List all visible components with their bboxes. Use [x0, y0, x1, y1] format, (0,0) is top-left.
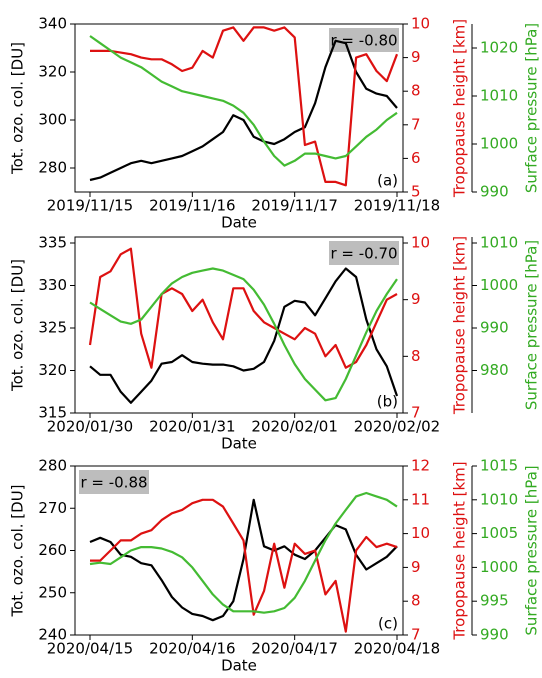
data-line	[89, 267, 399, 404]
annotation: r = -0.88	[80, 474, 147, 492]
panel-label: (c)	[378, 615, 398, 633]
y-tick-label: 260	[38, 541, 67, 559]
x-tick-label: 2020/04/16	[149, 640, 235, 658]
x-tick-label: 2020/04/18	[354, 640, 440, 658]
data-line	[89, 35, 398, 167]
annotation-box	[329, 28, 399, 52]
x-tick-label: 2020/02/01	[251, 418, 337, 436]
y-tick-label: 315	[38, 404, 67, 422]
x-tick-label: 2019/11/15	[47, 197, 133, 215]
data-line	[90, 498, 398, 633]
annotation: r = -0.70	[330, 245, 397, 263]
y2-tick-label: 12	[411, 457, 430, 475]
panel-label: (b)	[377, 393, 398, 411]
data-line	[89, 39, 398, 182]
y2-tick-label: 10	[411, 15, 430, 33]
y-tick-label: 325	[38, 319, 67, 337]
y-tick-label: 270	[38, 499, 67, 517]
panel: r = -0.88 (c) 2020/04/15 2020/04/16 2020/04/…	[9, 457, 541, 675]
y2-tick-label: 8	[411, 592, 421, 610]
y2-tick-label: 11	[411, 490, 430, 508]
y2-tick-label: 8	[411, 82, 421, 100]
x-tick-label: 2020/04/17	[251, 640, 337, 658]
y3-tick-label: 1005	[480, 524, 518, 542]
y2-tick-label: 9	[411, 48, 421, 66]
y3-axis-label: Surface pressure [hPa]	[523, 23, 541, 193]
y-tick-label: 320	[38, 63, 67, 81]
y2-tick-label: 7	[411, 626, 421, 644]
plot-frame	[74, 23, 404, 193]
y-axis-label: Tot. ozo. col. [DU]	[9, 42, 27, 175]
y2-tick-label: 7	[411, 115, 421, 133]
y2-tick-label: 7	[411, 404, 421, 422]
y-axis-label: Tot. ozo. col. [DU]	[9, 484, 27, 617]
x-axis-label: Date	[221, 214, 257, 232]
x-tick-label: 2020/04/15	[47, 640, 133, 658]
data-line	[89, 491, 398, 614]
panel: r = -0.70 (b) 2020/01/30 2020/01/31 2020/02/…	[9, 234, 541, 453]
y2-tick-label: 9	[411, 290, 421, 308]
panel-label: (a)	[377, 172, 398, 190]
y3-axis-label: Surface pressure [hPa]	[523, 465, 541, 635]
y2-axis-label: Tropopause height [km]	[451, 19, 469, 198]
y3-tick-label: 1020	[480, 39, 518, 57]
plot-frame	[74, 236, 404, 414]
data-line	[88, 247, 398, 369]
x-tick-label: 2020/01/30	[47, 418, 133, 436]
y3-tick-label: 995	[480, 592, 509, 610]
y-tick-label: 300	[38, 111, 67, 129]
y3-tick-label: 1000	[480, 135, 518, 153]
panel: r = -0.80 (a) 2019/11/15 2019/11/16 2019/11/…	[9, 15, 541, 232]
data-line	[89, 498, 398, 622]
x-tick-label: 2019/11/16	[149, 197, 235, 215]
y-tick-label: 280	[38, 159, 67, 177]
x-tick-label: 2020/01/31	[149, 418, 235, 436]
y-tick-label: 340	[38, 15, 67, 33]
y-axis-label: Tot. ozo. col. [DU]	[9, 259, 27, 392]
y3-axis-label: Surface pressure [hPa]	[523, 240, 541, 410]
y3-tick-label: 990	[480, 183, 509, 201]
y2-tick-label: 6	[411, 149, 421, 167]
y-tick-label: 280	[38, 457, 67, 475]
y3-tick-label: 990	[480, 626, 509, 644]
y-tick-label: 250	[38, 583, 67, 601]
data-line	[90, 26, 399, 187]
y2-tick-label: 10	[411, 234, 430, 252]
y2-tick-label: 10	[411, 524, 430, 542]
data-line	[89, 267, 398, 402]
annotation: r = -0.80	[330, 32, 397, 50]
x-tick-label: 2019/11/18	[354, 197, 440, 215]
y3-tick-label: 990	[480, 319, 509, 337]
annotation-box	[329, 241, 399, 265]
y2-tick-label: 8	[411, 347, 421, 365]
y2-axis-label: Tropopause height [km]	[451, 461, 469, 640]
y2-tick-label: 5	[411, 183, 421, 201]
x-axis-label: Date	[221, 435, 257, 453]
y3-tick-label: 1010	[480, 234, 518, 252]
y3-tick-label: 980	[480, 361, 509, 379]
y3-tick-label: 1015	[480, 457, 518, 475]
y3-tick-label: 1010	[480, 490, 518, 508]
y2-axis-label: Tropopause height [km]	[451, 236, 469, 415]
y3-tick-label: 1010	[480, 87, 518, 105]
y2-tick-label: 9	[411, 558, 421, 576]
y-tick-label: 330	[38, 276, 67, 294]
annotation-box	[79, 470, 149, 494]
y-tick-label: 335	[38, 234, 67, 252]
x-tick-label: 2020/02/02	[354, 418, 440, 436]
x-axis-label: Date	[221, 657, 257, 675]
y-tick-label: 240	[38, 626, 67, 644]
y3-tick-label: 1000	[480, 276, 518, 294]
y3-tick-label: 1000	[480, 558, 518, 576]
y-tick-label: 320	[38, 361, 67, 379]
x-tick-label: 2019/11/17	[251, 197, 337, 215]
